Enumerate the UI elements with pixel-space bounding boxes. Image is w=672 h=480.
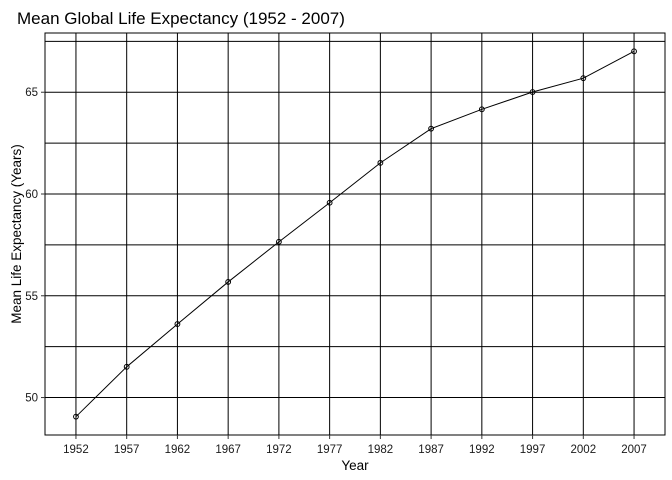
data-point xyxy=(478,106,485,113)
data-point xyxy=(529,89,536,95)
y-axis-label: Mean Life Expectancy (Years) xyxy=(9,144,24,324)
data-point xyxy=(326,199,333,206)
series-line xyxy=(75,50,635,418)
y-tick-label: 60 xyxy=(25,189,38,201)
chart-title: Mean Global Life Expectancy (1952 - 2007… xyxy=(17,9,345,28)
data-point xyxy=(428,125,435,132)
y-tick-label: 65 xyxy=(25,87,38,99)
x-tick-label: 2007 xyxy=(621,444,647,456)
x-tick-label: 1982 xyxy=(368,444,394,456)
data-point xyxy=(174,321,181,327)
data-point xyxy=(580,75,587,82)
x-tick-label: 1997 xyxy=(520,444,546,456)
data-point xyxy=(73,413,79,420)
x-tick-label: 1987 xyxy=(418,444,444,456)
x-tick-label: 1962 xyxy=(165,444,191,456)
y-axis: 50 55 60 65 xyxy=(25,87,45,405)
x-tick-label: 1967 xyxy=(215,444,241,456)
x-tick-label: 1952 xyxy=(63,444,89,456)
series-mean-life-expectancy xyxy=(73,48,637,420)
x-tick-label: 1972 xyxy=(266,444,292,456)
gridlines xyxy=(45,33,665,435)
plot-panel-border xyxy=(44,32,666,436)
data-point xyxy=(631,48,637,55)
x-tick-label: 1992 xyxy=(469,444,495,456)
x-tick-label: 2002 xyxy=(571,444,597,456)
data-point xyxy=(225,279,232,285)
x-tick-label: 1977 xyxy=(317,444,343,456)
data-point xyxy=(123,363,130,370)
data-point xyxy=(275,238,282,245)
x-axis-label: Year xyxy=(341,458,369,473)
y-tick-label: 50 xyxy=(25,393,38,405)
y-tick-label: 55 xyxy=(25,291,38,303)
x-axis: 1952 1957 1962 1967 1972 1977 1982 1987 1992 1997… xyxy=(63,435,647,456)
data-point xyxy=(377,159,384,166)
x-tick-label: 1957 xyxy=(114,444,140,456)
